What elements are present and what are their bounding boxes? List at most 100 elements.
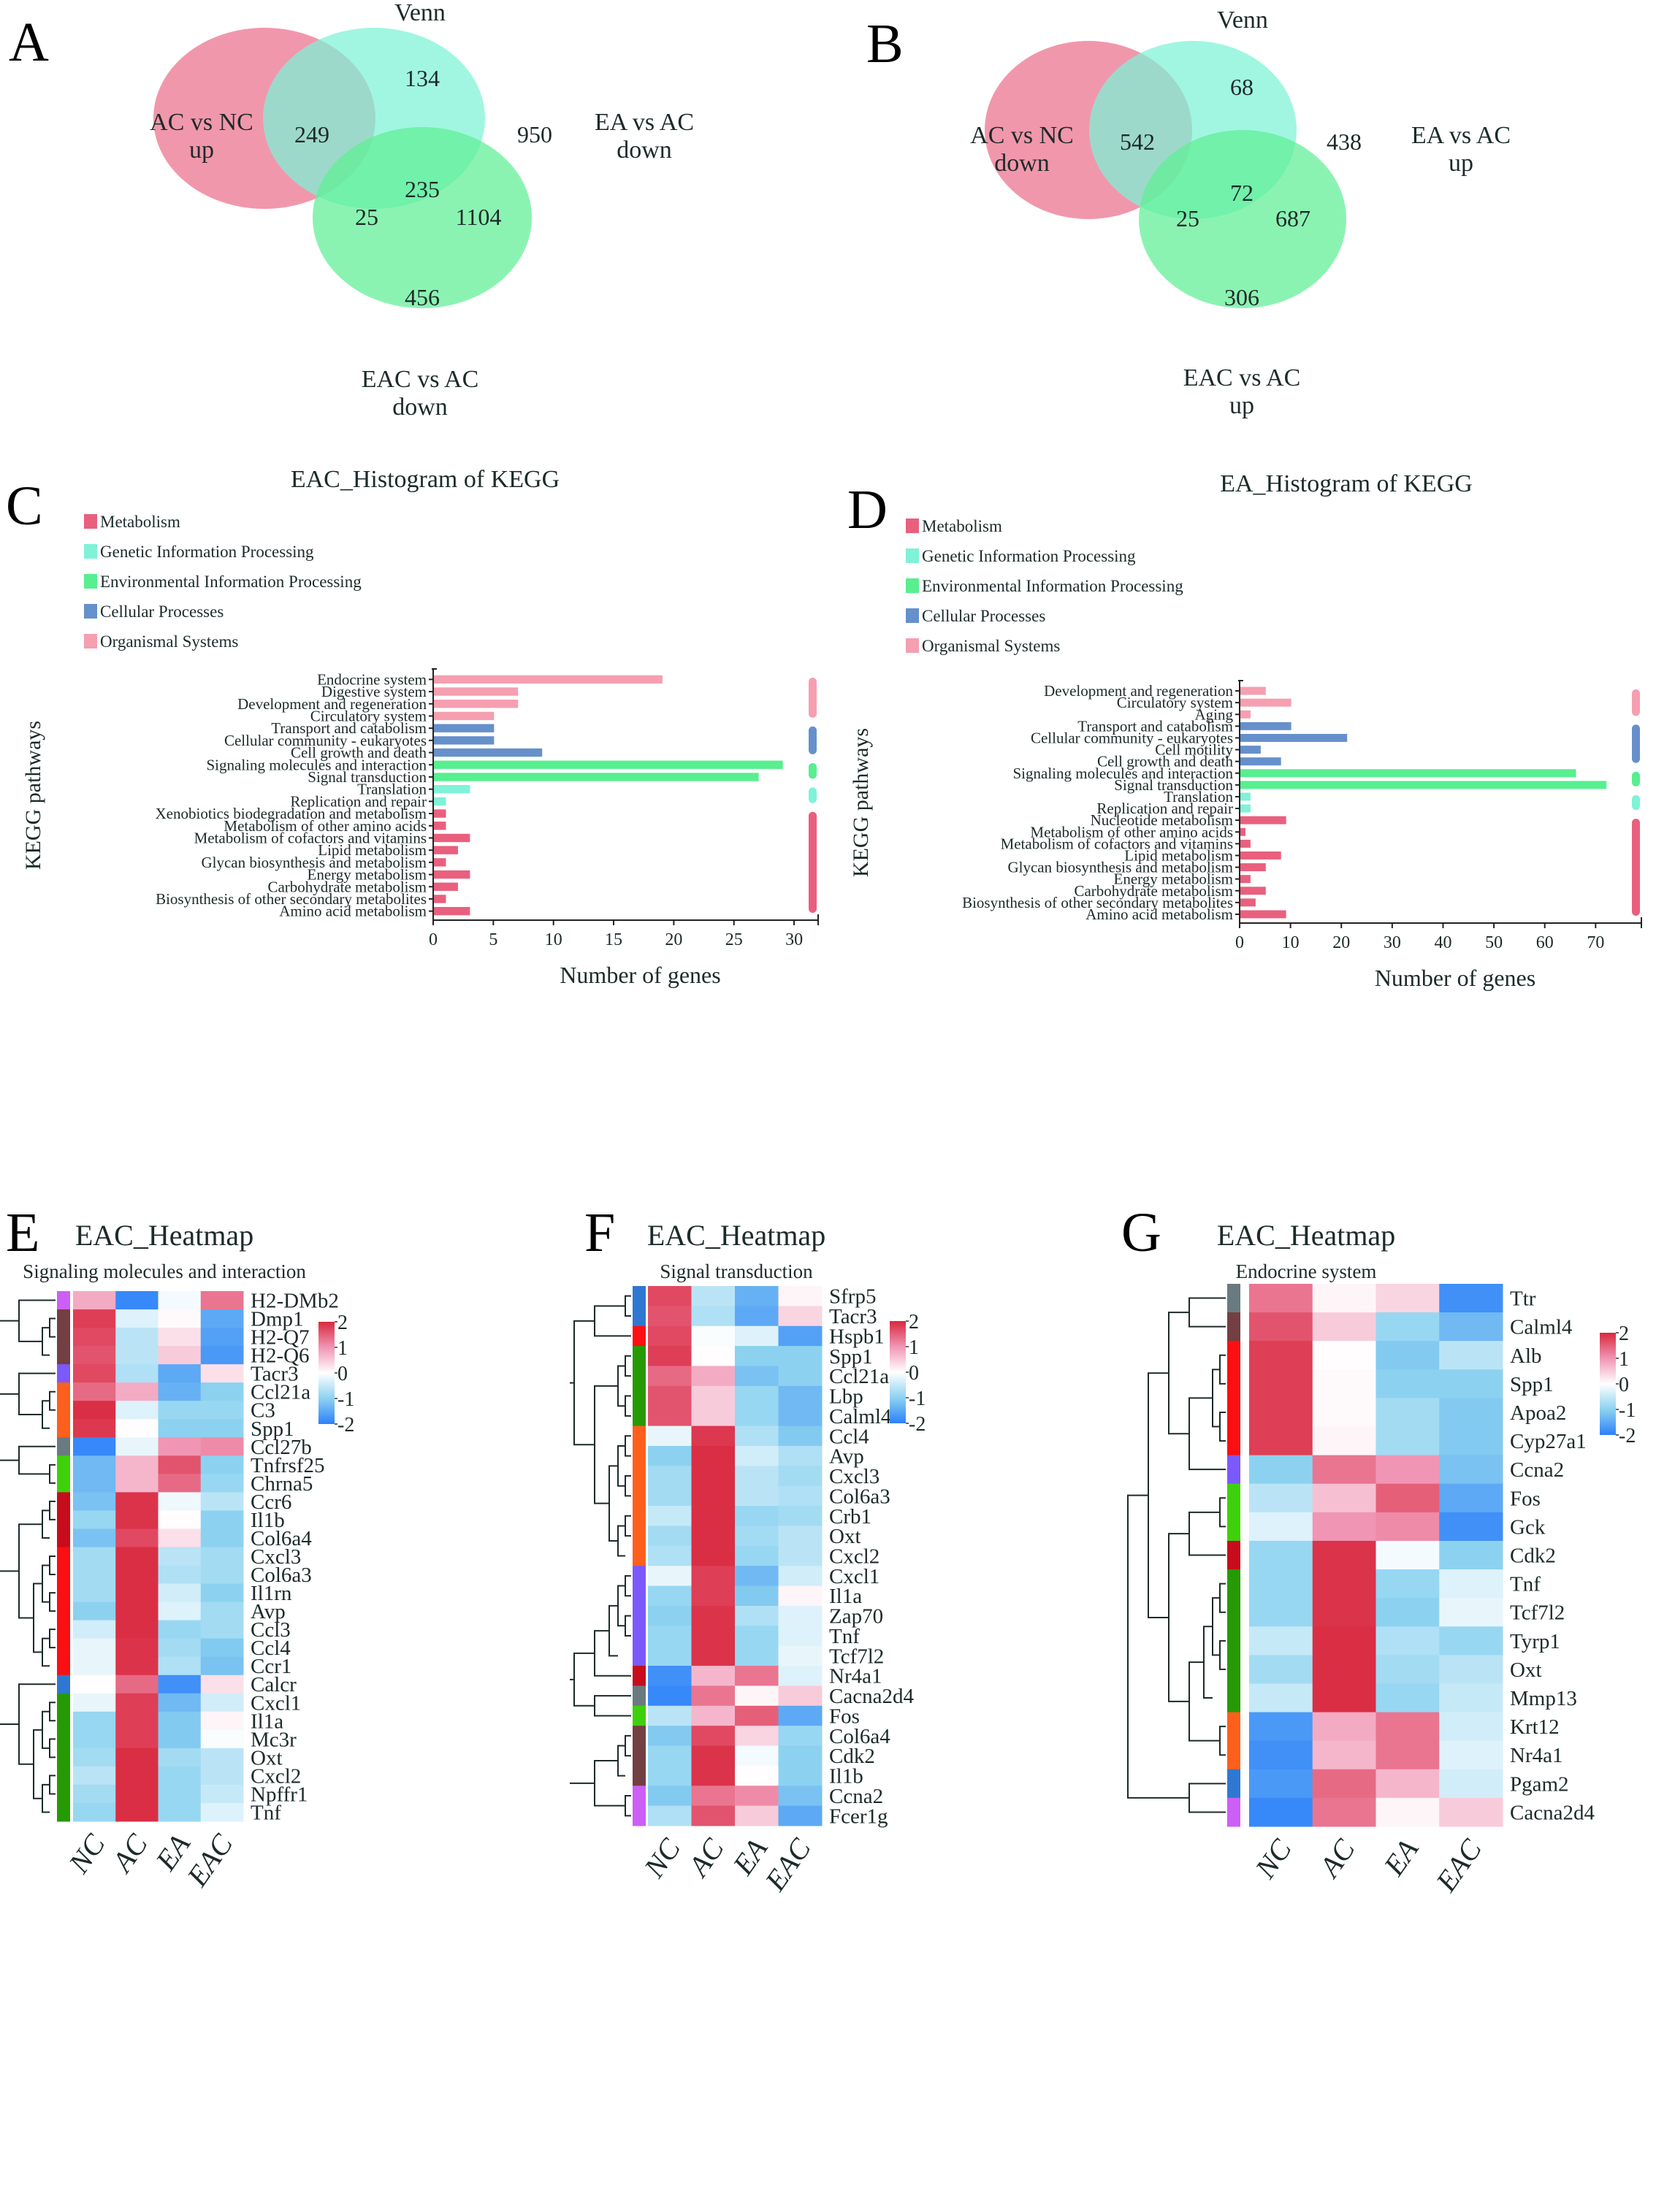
heat-cell [691, 1626, 736, 1647]
heat-cell [115, 1729, 159, 1749]
gene-label: Ccr6 [251, 1490, 291, 1514]
heat-cell [115, 1291, 159, 1310]
heat-cell [200, 1675, 244, 1694]
venn-title: Venn [394, 0, 446, 26]
heat-cell [158, 1437, 202, 1456]
bar-replication-and-repair [1240, 804, 1251, 813]
bar-transport-and-catabolism [1240, 722, 1291, 730]
bar-cellular-community-eukaryotes [1240, 733, 1348, 742]
heat-cell [1312, 1598, 1376, 1627]
gene-label: Cacna2d4 [1510, 1801, 1595, 1824]
cluster-annotation [57, 1766, 70, 1786]
heat-cell [158, 1291, 202, 1310]
gene-label: Avp [829, 1445, 864, 1469]
heat-cell [691, 1726, 736, 1747]
heat-cell [158, 1401, 202, 1420]
heat-cell [1375, 1426, 1440, 1456]
bar-translation [1240, 792, 1251, 801]
heat-cell [648, 1325, 692, 1347]
dendrogram-branch [1188, 1297, 1226, 1328]
cluster-annotation [633, 1626, 646, 1647]
cluster-annotation [633, 1566, 646, 1587]
y-tick-label: Translation [357, 781, 427, 798]
gene-label: Tcf7l2 [1510, 1601, 1565, 1625]
heat-cell [648, 1685, 692, 1707]
heat-cell [648, 1585, 692, 1607]
x-tick-label: 40 [1434, 933, 1451, 952]
heat-cell [1439, 1284, 1503, 1313]
gene-label: Apoa2 [1510, 1401, 1566, 1425]
heat-cell [648, 1705, 692, 1726]
gene-label: Cxcl2 [251, 1764, 301, 1788]
heat-cell [648, 1485, 692, 1507]
gene-label: Tnf [251, 1801, 281, 1824]
heat-cell [735, 1626, 779, 1647]
heat-cell [158, 1528, 202, 1547]
cluster-annotation [57, 1601, 70, 1621]
bar-amino-acid-metabolism [434, 906, 470, 916]
bar-cell-motility [1240, 746, 1261, 754]
heat-cell [200, 1547, 244, 1566]
heat-cell [735, 1585, 779, 1607]
heat-cell [1439, 1512, 1503, 1542]
heat-cell [200, 1309, 244, 1328]
dendrogram-branch [625, 1395, 631, 1417]
gene-label: Lbp [829, 1385, 863, 1409]
colorbar-tick-label: -2 [909, 1413, 926, 1436]
legend-swatch-environmental-information-processing [84, 574, 97, 589]
colorbar-tick-label: 0 [1619, 1374, 1629, 1396]
y-tick-label: Aging [1195, 705, 1234, 723]
heat-cell [1375, 1512, 1440, 1542]
gene-label: Spp1 [1510, 1373, 1554, 1396]
dendrogram-branch [49, 1463, 56, 1484]
x-tick-label: 20 [665, 930, 682, 949]
venn-set-label: up [189, 137, 214, 164]
heat-cell [648, 1306, 692, 1327]
venn-count-1-2: 68 [1230, 74, 1254, 100]
panel-label-c: C [6, 475, 43, 537]
heat-cell [778, 1666, 823, 1686]
heat-cell [1249, 1455, 1313, 1485]
cluster-annotation [1227, 1540, 1240, 1570]
bar-xenobiotics-biodegradation-and-metabolism [434, 809, 446, 818]
heat-cell [1375, 1712, 1440, 1742]
gene-label: Il1b [251, 1509, 285, 1532]
heat-cell [648, 1466, 692, 1487]
dendrogram-branch [42, 1783, 50, 1813]
x-tick-label: 25 [725, 930, 743, 949]
cluster-annotation [1227, 1455, 1240, 1485]
heat-cell [778, 1726, 823, 1747]
dendrogram-branch [49, 1775, 56, 1795]
panel-label-g: G [1121, 1202, 1161, 1263]
heat-cell [73, 1729, 116, 1749]
legend-swatch-metabolism [84, 514, 97, 529]
heat-cell [648, 1786, 692, 1807]
group-indicator-bar [809, 787, 817, 803]
y-tick-label: Cell motility [1155, 741, 1233, 759]
venn-count-2-3: 1104 [456, 204, 502, 230]
venn-set-label: up [1449, 150, 1473, 177]
bar-signaling-molecules-and-interaction [434, 760, 783, 769]
y-tick-label: Replication and repair [1096, 800, 1233, 817]
heat-cell [1439, 1483, 1503, 1513]
cluster-annotation [57, 1784, 70, 1804]
colorbar-tick-label: 0 [909, 1362, 919, 1385]
heat-cell [158, 1711, 202, 1731]
heat-cell [73, 1455, 116, 1474]
column-label-ac: AC [1312, 1832, 1362, 1884]
gene-label: Il1b [829, 1765, 863, 1788]
heat-cell [73, 1492, 116, 1511]
heat-cell [778, 1645, 823, 1666]
heat-cell [1375, 1598, 1440, 1627]
heat-cell [158, 1474, 202, 1493]
heat-cell [1249, 1626, 1313, 1656]
cluster-annotation [633, 1366, 646, 1387]
heat-cell [115, 1401, 159, 1420]
bar-lipid-metabolism [1240, 851, 1281, 860]
heat-cell [200, 1711, 244, 1731]
panel-label-f: F [584, 1202, 616, 1263]
gene-label: Ttr [1510, 1287, 1536, 1311]
heat-cell [648, 1346, 692, 1366]
cluster-annotation [1227, 1483, 1240, 1513]
cluster-annotation [57, 1620, 70, 1639]
